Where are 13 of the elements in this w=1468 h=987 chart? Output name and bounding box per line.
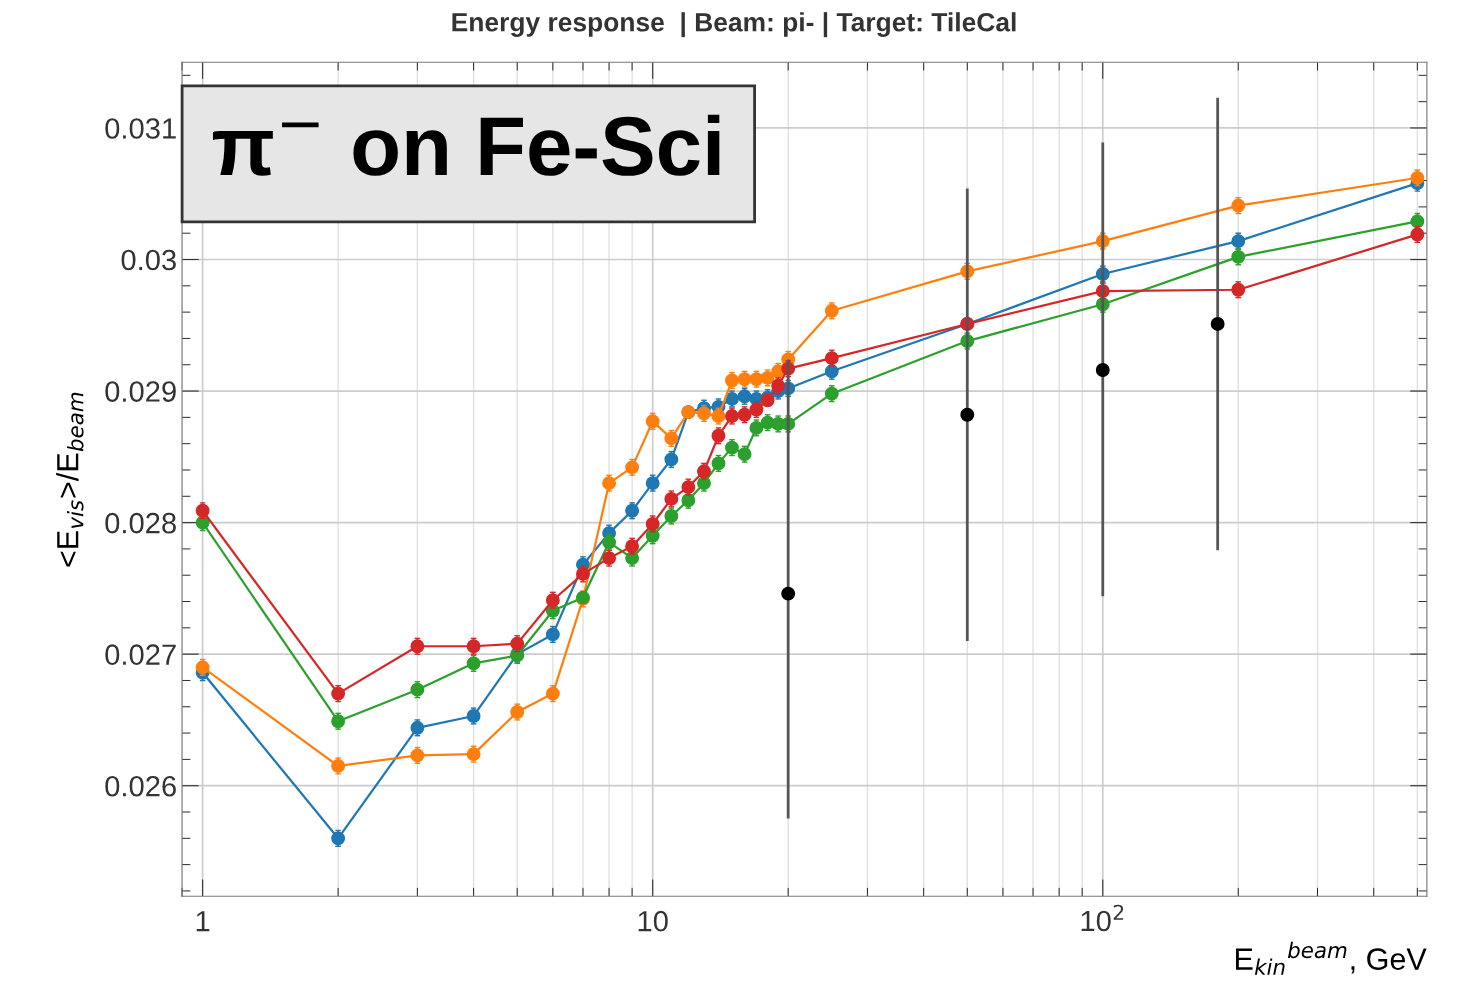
x-tick-label: 10$^{2}$ (1081, 904, 1124, 932)
annotation: π$^{−}$ on Fe-Sci (212, 114, 720, 176)
x-tick-label: 1 (196, 911, 210, 932)
y-tick-label: 0.026 (105, 775, 176, 797)
y-tick-label: 0.031 (105, 118, 176, 139)
y-tick-label: 0.028 (105, 512, 176, 534)
x-axis-title: E$_{kin}$$^{beam}$, GeV (1235, 941, 1427, 975)
y-tick-label: 0.029 (105, 381, 176, 402)
x-tick-label: 10 (638, 910, 668, 932)
chart-title: Energy response | Beam: pi- | Target: TileCal (452, 12, 1016, 38)
y-axis-title: <E$_{vis}$>/E$_{beam}$ (56, 392, 84, 567)
y-tick-label: 0.027 (105, 644, 176, 665)
y-tick-label: 0.03 (121, 249, 176, 271)
